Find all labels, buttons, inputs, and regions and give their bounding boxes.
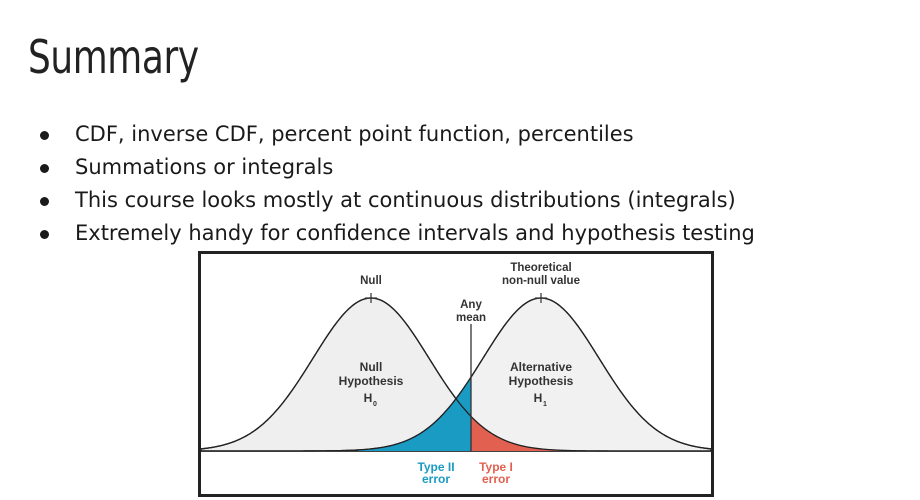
alt-hypothesis-symbol: H: [534, 391, 543, 405]
bullet-text: Extremely handy for confidence intervals…: [75, 221, 755, 245]
hypothesis-diagram-svg: Null Theoretical non-null value Any mean…: [198, 251, 714, 497]
bullet-dot-icon: [40, 164, 49, 173]
null-hypothesis-label-line1: Null: [360, 360, 383, 374]
bullet-dot-icon: [40, 131, 49, 140]
slide-title: Summary: [28, 30, 199, 84]
null-hypothesis-label-line2: Hypothesis: [339, 374, 404, 388]
alt-hypothesis-subscript: 1: [543, 401, 547, 408]
null-hypothesis-subscript: 0: [373, 401, 377, 408]
type-i-error-label-line1: Type I: [479, 460, 513, 474]
bullet-list: CDF, inverse CDF, percent point function…: [38, 118, 755, 250]
bullet-text: Summations or integrals: [75, 155, 334, 179]
bullet-item: Extremely handy for confidence intervals…: [38, 217, 755, 250]
diagram-frame: [198, 251, 714, 497]
any-mean-label-line2: mean: [456, 312, 486, 324]
type-ii-error-region: [358, 377, 471, 451]
alt-hypothesis-label-line2: Hypothesis: [509, 374, 574, 388]
any-mean-label-line1: Any: [460, 299, 482, 311]
null-peak-label: Null: [360, 275, 382, 287]
type-i-error-region: [471, 416, 598, 451]
alternative-curve-outline: [201, 297, 712, 452]
theoretical-label-line1: Theoretical: [510, 262, 571, 274]
bullet-dot-icon: [40, 197, 49, 206]
type-i-error-label-line2: error: [482, 472, 510, 486]
type-ii-error-label-line2: error: [422, 472, 450, 486]
theoretical-label-line2: non-null value: [502, 275, 580, 287]
null-hypothesis-symbol: H: [364, 391, 373, 405]
bullet-dot-icon: [40, 230, 49, 239]
bullet-text: CDF, inverse CDF, percent point function…: [75, 122, 634, 146]
bullet-item: This course looks mostly at continuous d…: [38, 184, 755, 217]
type-ii-error-label-line1: Type II: [417, 460, 454, 474]
hypothesis-diagram: Null Theoretical non-null value Any mean…: [198, 251, 714, 497]
alt-hypothesis-label-line1: Alternative: [510, 360, 572, 374]
bullet-text: This course looks mostly at continuous d…: [75, 188, 736, 212]
bullet-item: Summations or integrals: [38, 151, 755, 184]
bullet-item: CDF, inverse CDF, percent point function…: [38, 118, 755, 151]
